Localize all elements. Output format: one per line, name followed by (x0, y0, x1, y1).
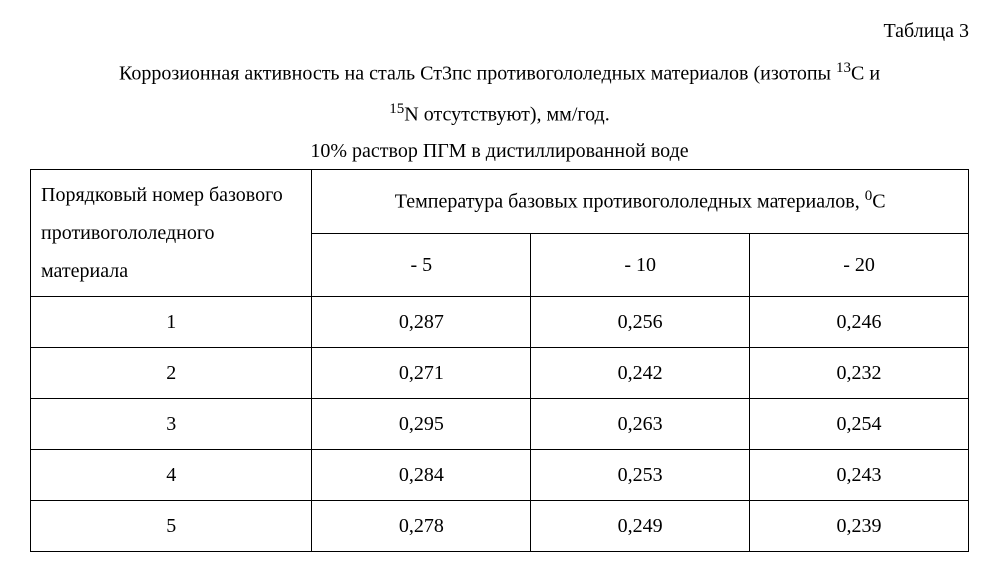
corrosion-table: Порядковый номер базового противогололед… (30, 169, 969, 552)
table-subcaption: 10% раствор ПГМ в дистиллированной воде (30, 140, 969, 163)
cell-value: 0,249 (531, 501, 750, 552)
cell-index: 1 (31, 297, 312, 348)
table-row: 3 0,295 0,263 0,254 (31, 399, 969, 450)
cell-value: 0,284 (312, 450, 531, 501)
col-header-temp-2: - 10 (531, 234, 750, 297)
cell-value: 0,242 (531, 348, 750, 399)
table-row: 4 0,284 0,253 0,243 (31, 450, 969, 501)
table-number-label: Таблица 3 (30, 20, 969, 43)
table-row: 2 0,271 0,242 0,232 (31, 348, 969, 399)
cell-index: 5 (31, 501, 312, 552)
col-header-temp-3: - 20 (750, 234, 969, 297)
cell-value: 0,256 (531, 297, 750, 348)
col-header-temp-1: - 5 (312, 234, 531, 297)
cell-value: 0,254 (750, 399, 969, 450)
cell-value: 0,295 (312, 399, 531, 450)
cell-value: 0,278 (312, 501, 531, 552)
caption-text: и (864, 63, 880, 85)
cell-value: 0,263 (531, 399, 750, 450)
cell-index: 4 (31, 450, 312, 501)
table-caption: Коррозионная активность на сталь Ст3пс п… (30, 53, 969, 134)
cell-value: 0,253 (531, 450, 750, 501)
degree-unit: C (872, 191, 885, 213)
isotope-13-sup: 13 (836, 60, 851, 76)
cell-value: 0,243 (750, 450, 969, 501)
cell-value: 0,271 (312, 348, 531, 399)
table-row: 1 0,287 0,256 0,246 (31, 297, 969, 348)
cell-index: 3 (31, 399, 312, 450)
isotope-15-sym: N (404, 103, 418, 125)
cell-value: 0,246 (750, 297, 969, 348)
isotope-15-sup: 15 (389, 101, 404, 117)
col-header-temperature-group: Температура базовых противогололедных ма… (312, 170, 969, 234)
cell-value: 0,287 (312, 297, 531, 348)
table-row: 5 0,278 0,249 0,239 (31, 501, 969, 552)
cell-value: 0,232 (750, 348, 969, 399)
col-header-text: Температура базовых противогололедных ма… (395, 191, 865, 213)
caption-text: Коррозионная активность на сталь Ст3пс п… (119, 63, 836, 85)
table-header-row: Порядковый номер базового противогололед… (31, 170, 969, 234)
cell-index: 2 (31, 348, 312, 399)
cell-value: 0,239 (750, 501, 969, 552)
isotope-13-sym: C (851, 63, 864, 85)
col-header-index: Порядковый номер базового противогололед… (31, 170, 312, 297)
caption-text: отсутствуют), мм/год. (419, 103, 610, 125)
